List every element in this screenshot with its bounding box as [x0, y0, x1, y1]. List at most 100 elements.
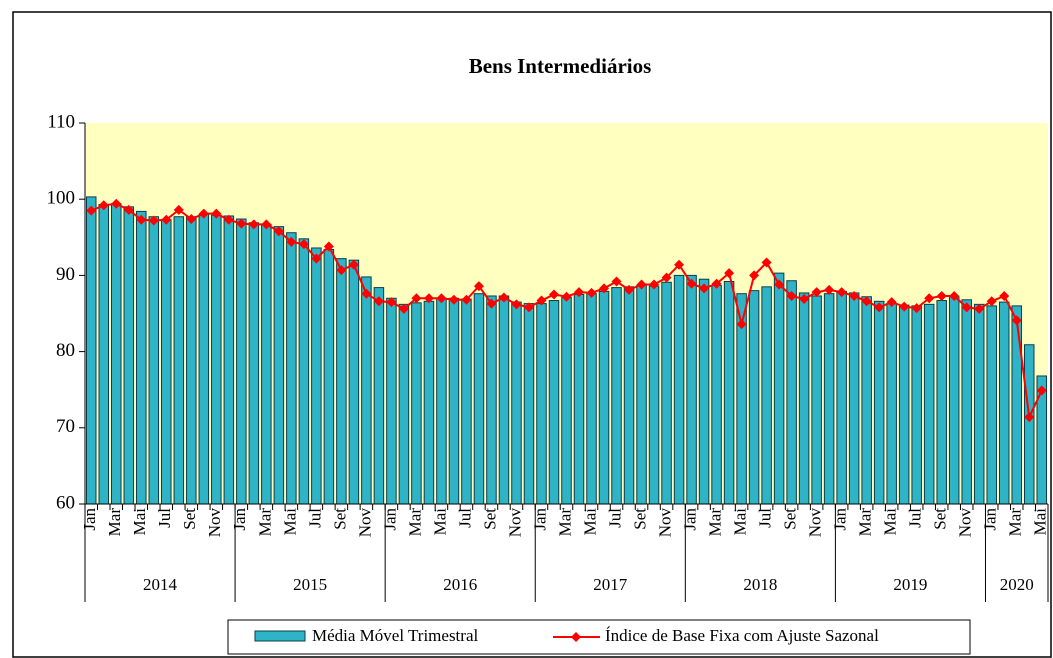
- line-marker: [373, 296, 384, 307]
- line-marker: [511, 299, 522, 310]
- x-tick-label: Jul: [906, 508, 925, 528]
- group-label: 2014: [143, 575, 178, 594]
- line-marker: [198, 208, 209, 219]
- line-marker: [536, 295, 547, 306]
- line-marker: [774, 279, 785, 290]
- x-tick-label: Set: [630, 508, 649, 530]
- chart-title: Bens Intermediários: [469, 54, 652, 78]
- line-marker: [586, 287, 597, 298]
- x-tick-label: Jan: [831, 508, 850, 531]
- x-tick-label: Mar: [555, 508, 574, 537]
- line-marker: [486, 298, 497, 309]
- bar: [448, 297, 460, 505]
- y-tick-label: 90: [56, 264, 75, 285]
- bar: [373, 287, 385, 505]
- bar: [986, 305, 997, 505]
- group-label: 2020: [1000, 575, 1034, 594]
- line-marker: [736, 319, 747, 330]
- bar: [711, 284, 722, 505]
- y-tick-label: 80: [56, 340, 75, 361]
- line-marker: [824, 284, 835, 295]
- x-tick-label: Set: [781, 508, 800, 530]
- line-marker: [473, 281, 484, 292]
- x-tick-label: Nov: [355, 508, 374, 538]
- line-marker: [336, 265, 347, 276]
- line-marker: [799, 294, 810, 305]
- line-marker: [398, 303, 409, 314]
- group-label: 2015: [293, 575, 327, 594]
- bar: [536, 303, 547, 505]
- line-marker: [86, 205, 97, 216]
- bar: [873, 300, 885, 505]
- x-tick-label: Nov: [655, 508, 674, 538]
- bar: [673, 274, 685, 505]
- bar: [323, 248, 335, 505]
- bar: [486, 295, 497, 505]
- x-tick-label: Mar: [856, 508, 875, 537]
- bar: [823, 293, 835, 505]
- bar: [723, 280, 735, 505]
- bar: [423, 300, 435, 505]
- bar: [223, 215, 235, 505]
- bar: [573, 293, 585, 505]
- bar: [748, 290, 760, 505]
- bar: [198, 213, 210, 505]
- line-marker: [423, 293, 434, 304]
- line-marker: [649, 279, 660, 290]
- y-tick-label: 100: [47, 188, 76, 209]
- line-marker: [974, 303, 985, 314]
- x-tick-label: Jul: [756, 508, 775, 528]
- bar: [998, 301, 1010, 505]
- line-marker: [111, 198, 122, 209]
- line-marker: [461, 294, 472, 305]
- x-tick-label: Mai: [430, 508, 449, 536]
- bar: [1023, 344, 1035, 505]
- bar: [886, 303, 897, 505]
- line-marker: [886, 297, 897, 308]
- line-marker: [574, 287, 585, 298]
- group-label: 2019: [893, 575, 927, 594]
- bar: [936, 300, 947, 505]
- bar: [973, 303, 985, 505]
- line-marker: [448, 294, 459, 305]
- bar: [761, 286, 772, 505]
- line-marker: [273, 226, 284, 237]
- line-marker: [186, 214, 197, 225]
- bar: [98, 204, 110, 505]
- line-marker: [248, 219, 259, 230]
- line-marker: [961, 302, 972, 313]
- x-tick-label: Mai: [280, 508, 299, 536]
- bar: [798, 292, 810, 505]
- bar: [811, 295, 822, 505]
- bar: [348, 259, 360, 505]
- bar: [836, 290, 847, 505]
- line-marker: [523, 302, 534, 313]
- bar: [111, 203, 122, 505]
- line-marker: [761, 257, 772, 268]
- bar: [236, 218, 247, 505]
- bar: [298, 238, 310, 505]
- line-marker: [211, 208, 222, 219]
- line-marker: [123, 204, 134, 215]
- line-marker: [386, 297, 397, 308]
- x-tick-label: Mai: [580, 508, 599, 536]
- x-tick-label: Mar: [105, 508, 124, 537]
- bar: [286, 232, 297, 505]
- bar: [148, 216, 160, 505]
- line-marker: [661, 272, 672, 283]
- x-tick-label: Nov: [806, 508, 825, 538]
- line-marker: [548, 289, 559, 300]
- x-tick-label: Mai: [130, 508, 149, 536]
- line-marker: [786, 290, 797, 301]
- legend-swatch: [571, 632, 581, 642]
- bar: [473, 293, 485, 505]
- x-tick-label: Jan: [380, 508, 399, 531]
- x-tick-label: Mai: [730, 508, 749, 536]
- group-label: 2017: [593, 575, 628, 594]
- x-tick-label: Jul: [605, 508, 624, 528]
- bar: [611, 287, 622, 505]
- bar: [661, 281, 672, 505]
- x-tick-label: Jul: [155, 508, 174, 528]
